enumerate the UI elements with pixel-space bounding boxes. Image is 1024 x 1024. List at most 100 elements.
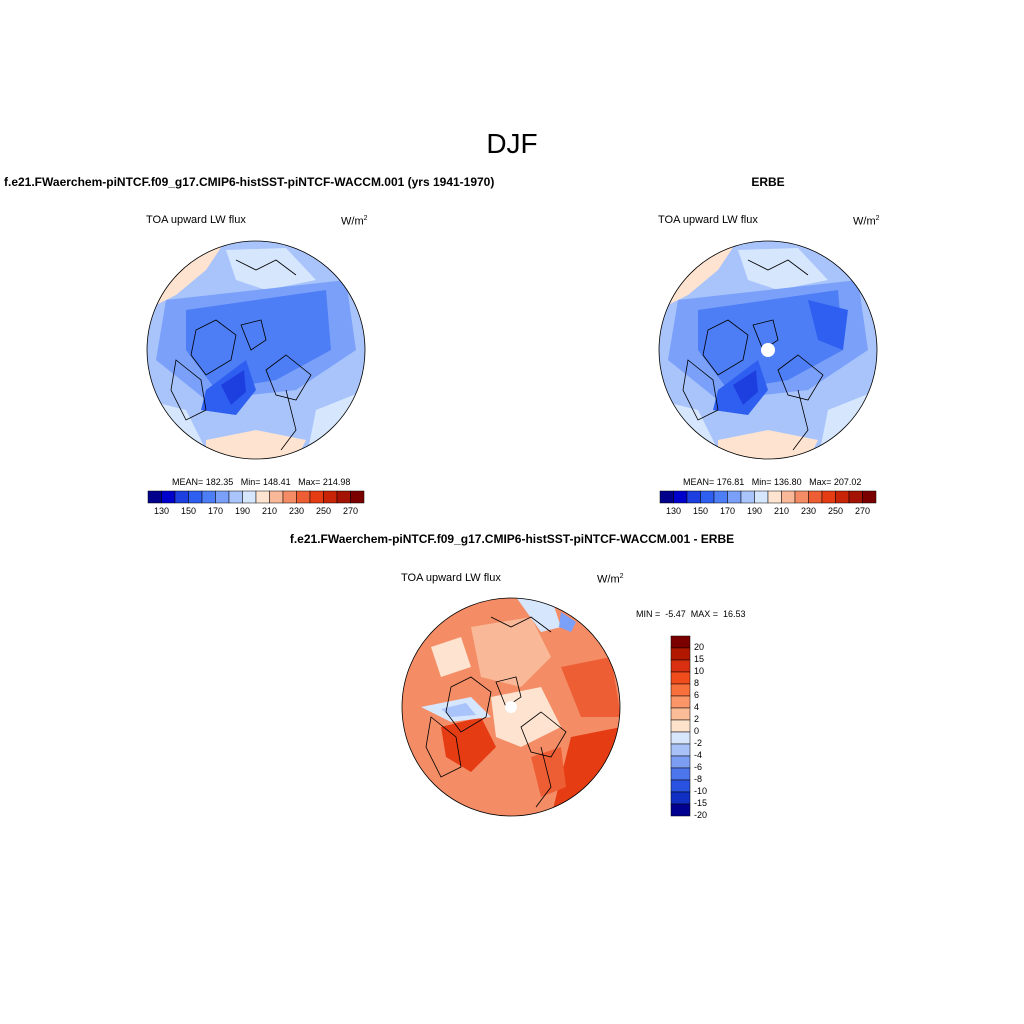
colorbar-box bbox=[670, 719, 691, 733]
panel-2-colorbar-ticks: 130 150 170 190 210 230 250 270 bbox=[660, 506, 876, 518]
panel-3-title: f.e21.FWaerchem-piNTCF.f09_g17.CMIP6-his… bbox=[289, 532, 735, 546]
colorbar-box bbox=[670, 683, 691, 697]
colorbar-box bbox=[727, 490, 742, 504]
colorbar-box bbox=[794, 490, 809, 504]
panel-2-variable-label: TOA upward LW flux bbox=[658, 214, 758, 226]
colorbar-tick-label: 250 bbox=[827, 506, 844, 516]
colorbar-tick-label: -15 bbox=[694, 798, 708, 808]
colorbar-box bbox=[215, 490, 230, 504]
colorbar-tick-label: -4 bbox=[694, 750, 703, 760]
panel-1-units-label: W/m2 bbox=[341, 215, 368, 228]
panel-1-colorbar-ticks: 130 150 170 190 210 230 250 270 bbox=[148, 506, 364, 518]
colorbar-box bbox=[296, 490, 311, 504]
panel-2-colorbar bbox=[659, 490, 877, 504]
colorbar-box bbox=[147, 490, 162, 504]
figure-title: DJF bbox=[486, 128, 538, 159]
colorbar-box bbox=[781, 490, 796, 504]
colorbar-box bbox=[670, 779, 691, 793]
colorbar-tick-label: 2 bbox=[694, 714, 700, 724]
colorbar-box bbox=[821, 490, 836, 504]
colorbar-tick-label: 230 bbox=[800, 506, 817, 516]
panel-2-statistics: MEAN= 176.81 Min= 136.80 Max= 207.02 bbox=[683, 477, 862, 487]
colorbar-box bbox=[282, 490, 297, 504]
colorbar-tick-label: -8 bbox=[694, 774, 703, 784]
colorbar-box bbox=[670, 731, 691, 745]
colorbar-box bbox=[848, 490, 863, 504]
panel-3-variable-label: TOA upward LW flux bbox=[401, 572, 501, 584]
colorbar-tick-label: 210 bbox=[261, 506, 278, 516]
panel-2-pole-gap bbox=[761, 343, 775, 357]
panel-3-polar-map bbox=[401, 597, 621, 817]
colorbar-box bbox=[188, 490, 203, 504]
colorbar-tick-label: 150 bbox=[180, 506, 197, 516]
colorbar-box bbox=[670, 671, 691, 685]
colorbar-tick-label: 210 bbox=[773, 506, 790, 516]
colorbar-box bbox=[670, 791, 691, 805]
colorbar-tick-label: 8 bbox=[694, 678, 700, 688]
colorbar-tick-label: 0 bbox=[694, 726, 700, 736]
colorbar-box bbox=[740, 490, 755, 504]
colorbar-box bbox=[242, 490, 257, 504]
colorbar-tick-label: 10 bbox=[694, 666, 705, 676]
colorbar-tick-label: -20 bbox=[694, 810, 708, 820]
colorbar-tick-label: 4 bbox=[694, 702, 700, 712]
colorbar-tick-label: 230 bbox=[288, 506, 305, 516]
colorbar-box bbox=[686, 490, 701, 504]
colorbar-box bbox=[808, 490, 823, 504]
panel-1-title: f.e21.FWaerchem-piNTCF.f09_g17.CMIP6-his… bbox=[4, 175, 495, 189]
colorbar-box bbox=[700, 490, 715, 504]
colorbar-tick-label: -10 bbox=[694, 786, 708, 796]
colorbar-box bbox=[323, 490, 338, 504]
colorbar-box bbox=[713, 490, 728, 504]
colorbar-box bbox=[835, 490, 850, 504]
colorbar-box bbox=[670, 659, 691, 673]
panel-3-statistics: MIN = -5.47 MAX = 16.53 bbox=[636, 609, 746, 619]
colorbar-box bbox=[659, 490, 674, 504]
colorbar-box bbox=[673, 490, 688, 504]
panel-2-units-label: W/m2 bbox=[853, 215, 880, 228]
colorbar-tick-label: 130 bbox=[153, 506, 170, 516]
colorbar-tick-label: 130 bbox=[665, 506, 682, 516]
panel-3-pole-gap bbox=[505, 701, 517, 713]
colorbar-box bbox=[174, 490, 189, 504]
panel-3-colorbar-ticks: 20 15 10 8 6 4 2 0 -2 -4 -6 -8 -10 -15 -20 bbox=[694, 636, 724, 820]
colorbar-tick-label: 20 bbox=[694, 642, 705, 652]
colorbar-box bbox=[269, 490, 284, 504]
colorbar-tick-label: 270 bbox=[854, 506, 871, 516]
colorbar-tick-label: 190 bbox=[234, 506, 251, 516]
colorbar-tick-label: -2 bbox=[694, 738, 703, 748]
colorbar-tick-label: 15 bbox=[694, 654, 705, 664]
colorbar-tick-label: 170 bbox=[719, 506, 736, 516]
colorbar-tick-label: -6 bbox=[694, 762, 703, 772]
panel-2-polar-map bbox=[658, 240, 878, 460]
colorbar-box bbox=[767, 490, 782, 504]
colorbar-box bbox=[670, 767, 691, 781]
colorbar-box bbox=[670, 755, 691, 769]
panel-1-colorbar bbox=[147, 490, 365, 504]
colorbar-box bbox=[336, 490, 351, 504]
colorbar-box bbox=[350, 490, 365, 504]
panel-2-title: ERBE bbox=[751, 175, 785, 189]
panel-1-polar-map bbox=[146, 240, 366, 460]
panel-1-variable-label: TOA upward LW flux bbox=[146, 214, 246, 226]
colorbar-tick-label: 150 bbox=[692, 506, 709, 516]
colorbar-box bbox=[670, 707, 691, 721]
colorbar-box bbox=[670, 803, 691, 817]
colorbar-box bbox=[670, 647, 691, 661]
colorbar-tick-label: 170 bbox=[207, 506, 224, 516]
colorbar-tick-label: 270 bbox=[342, 506, 359, 516]
colorbar-box bbox=[670, 743, 691, 757]
colorbar-tick-label: 6 bbox=[694, 690, 700, 700]
panel-3-units-label: W/m2 bbox=[597, 573, 624, 586]
colorbar-box bbox=[862, 490, 877, 504]
panel-1-statistics: MEAN= 182.35 Min= 148.41 Max= 214.98 bbox=[172, 477, 351, 487]
colorbar-box bbox=[201, 490, 216, 504]
colorbar-box bbox=[670, 635, 691, 649]
panel-3-colorbar bbox=[670, 635, 691, 817]
colorbar-box bbox=[309, 490, 324, 504]
colorbar-tick-label: 190 bbox=[746, 506, 763, 516]
colorbar-tick-label: 250 bbox=[315, 506, 332, 516]
colorbar-box bbox=[228, 490, 243, 504]
colorbar-box bbox=[754, 490, 769, 504]
colorbar-box bbox=[255, 490, 270, 504]
